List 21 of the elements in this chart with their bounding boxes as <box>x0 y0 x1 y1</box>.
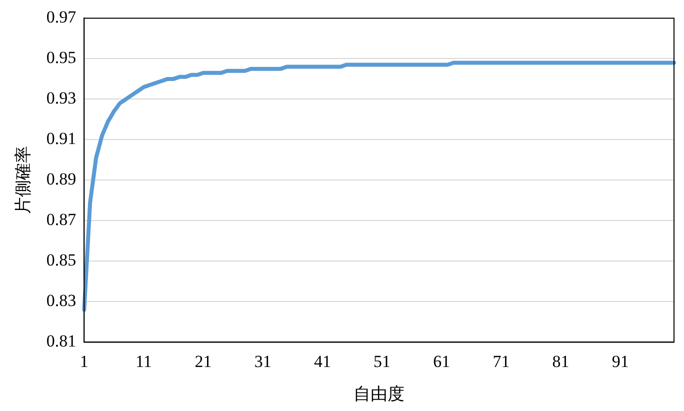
x-tick-label: 51 <box>374 352 391 371</box>
x-tick-label: 91 <box>612 352 629 371</box>
x-tick-label: 61 <box>433 352 450 371</box>
y-tick-label: 0.87 <box>46 210 77 230</box>
x-tick-label: 31 <box>254 352 272 371</box>
x-tick-label: 21 <box>194 352 212 371</box>
y-tick-label: 0.91 <box>46 129 76 148</box>
x-tick-label: 71 <box>492 352 510 371</box>
x-tick-label: 11 <box>136 352 152 371</box>
y-tick-label: 0.81 <box>46 332 76 351</box>
x-tick-label: 81 <box>552 352 570 371</box>
x-tick-label: 41 <box>314 352 331 371</box>
y-axis-title: 片側確率 <box>14 146 33 214</box>
x-tick-label: 1 <box>80 352 88 371</box>
y-tick-label: 0.97 <box>46 8 77 27</box>
y-tick-label: 0.89 <box>46 170 76 189</box>
x-axis-title: 自由度 <box>354 384 405 404</box>
y-tick-label: 0.95 <box>46 48 76 68</box>
y-tick-label: 0.93 <box>46 88 76 108</box>
y-tick-label: 0.85 <box>46 250 76 270</box>
y-tick-label: 0.83 <box>46 291 76 310</box>
